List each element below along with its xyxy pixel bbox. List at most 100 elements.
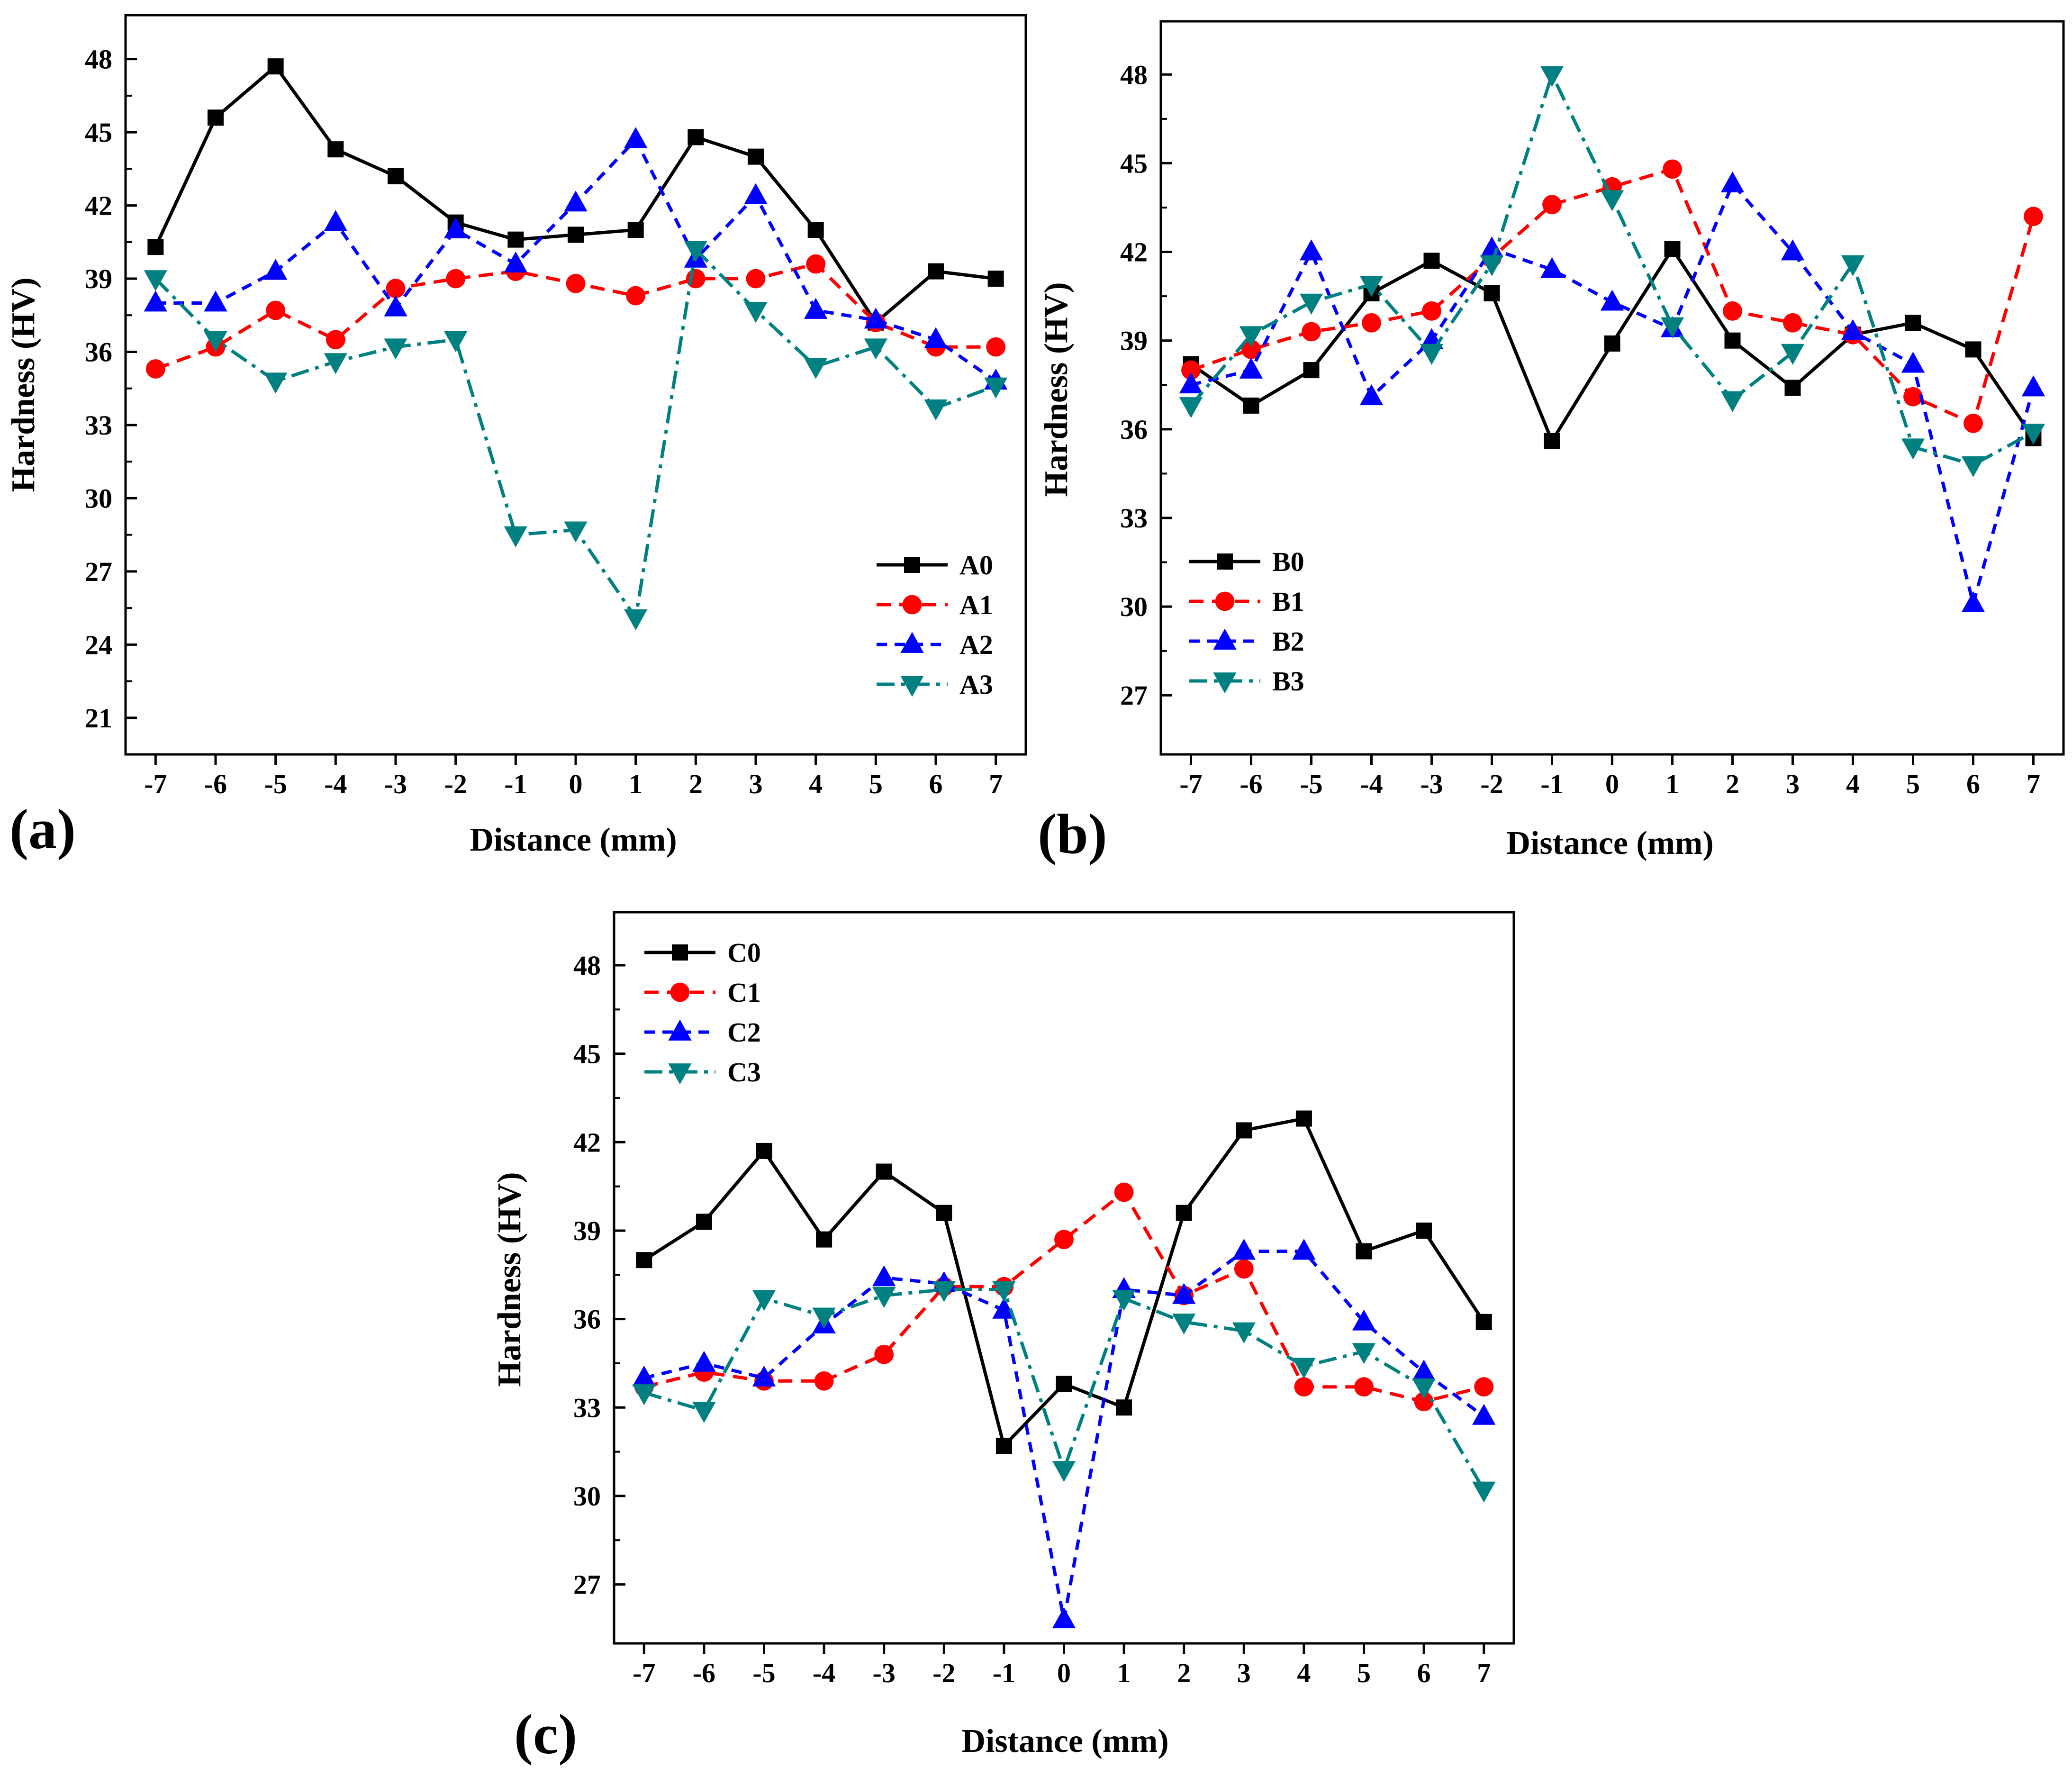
x-tick-label: 0 [569,769,583,799]
data-point-C3 [1052,1461,1076,1482]
data-point-B0 [1965,341,1982,358]
data-point-C2 [1292,1239,1316,1260]
data-point-A0 [928,263,944,280]
x-tick-label: -2 [444,769,467,799]
data-point-A1 [266,300,286,320]
x-tick-label: -3 [1420,769,1443,799]
data-point-C3 [992,1281,1016,1302]
data-point-B3 [1359,276,1384,297]
y-tick-label: 33 [573,1392,601,1423]
data-point-A2 [744,183,768,204]
data-point-A3 [804,358,828,379]
data-point-A2 [924,327,948,348]
data-point-C0 [756,1142,772,1159]
x-tick-label: 1 [629,769,642,799]
data-point-C0 [816,1231,832,1248]
legend: C0 C1 C2 C3 [644,937,761,1088]
data-point-A3 [924,399,948,421]
x-tick-label: -3 [384,769,407,799]
data-point-B2 [1299,239,1323,261]
data-point-A2 [624,127,648,148]
y-tick-label: 30 [85,483,112,514]
data-point-C2 [992,1297,1016,1319]
data-point-B1 [1963,413,1983,433]
legend-marker-C3 [668,1063,692,1085]
data-point-A1 [986,337,1006,357]
x-tick-label: 3 [749,769,763,799]
data-point-C1 [1414,1392,1434,1412]
x-axis-title: Distance (mm) [470,822,677,858]
x-tick-label: -5 [1300,769,1322,799]
data-point-B0 [1303,362,1320,379]
data-point-B1 [1302,322,1321,342]
data-point-B3 [1540,66,1564,87]
data-point-C3 [1112,1290,1136,1311]
x-tick-label: 5 [1906,769,1920,799]
data-point-C0 [1416,1222,1432,1239]
data-point-A0 [327,141,344,158]
x-tick-label: -4 [324,769,347,799]
data-point-A0 [507,231,524,248]
data-point-C0 [1116,1399,1132,1416]
legend-label-C2: C2 [727,1017,761,1048]
data-point-C3 [812,1307,836,1329]
series-C3 [632,1281,1496,1503]
y-tick-label: 21 [85,703,112,734]
data-point-C1 [874,1344,894,1364]
panel-label: (a) [9,798,76,861]
legend-marker-A1 [902,595,922,615]
series-B1 [1181,159,2043,433]
x-tick-label: 2 [689,769,703,799]
data-point-C3 [1292,1358,1316,1379]
data-point-A2 [444,217,468,238]
data-point-B2 [1961,591,1985,612]
data-point-A1 [806,254,826,274]
legend-marker-A3 [900,676,924,697]
data-point-C1 [1354,1377,1374,1397]
data-point-C2 [632,1365,656,1387]
y-axis-title: Hardness (HV) [5,277,42,492]
data-point-B3 [1781,344,1805,365]
legend-label-A0: A0 [959,550,993,580]
data-point-A2 [804,298,828,319]
data-point-A2 [144,290,167,312]
data-point-A0 [568,227,584,243]
x-axis-title: Distance (mm) [1506,825,1713,861]
data-point-C0 [1356,1243,1372,1260]
x-tick-label: 7 [1477,1658,1491,1688]
x-tick-label: -3 [873,1658,896,1688]
data-point-B1 [1663,159,1682,179]
data-point-B1 [1362,313,1381,333]
data-point-B2 [1239,357,1263,379]
data-point-C3 [1172,1313,1196,1335]
y-tick-label: 45 [573,1039,601,1070]
x-tick-label: 0 [1057,1658,1071,1688]
data-point-B1 [1542,195,1562,215]
data-point-B2 [1720,171,1745,192]
data-point-C3 [872,1287,896,1308]
data-point-A0 [807,222,824,238]
data-point-C0 [995,1438,1012,1454]
y-tick-label: 39 [573,1215,601,1246]
legend: A0 A1 A2 A3 [877,550,993,700]
y-tick-label: 24 [85,629,112,660]
data-point-B3 [1901,438,1925,460]
data-point-B3 [2021,424,2045,445]
y-tick-label: 42 [573,1127,601,1158]
data-point-A0 [147,239,164,255]
x-tick-label: -7 [1179,769,1202,799]
data-point-C0 [1475,1314,1492,1330]
series-line-C3 [643,1287,1485,1491]
data-point-C3 [692,1402,716,1423]
legend-label-C1: C1 [727,977,761,1008]
data-point-A2 [204,290,227,312]
x-tick-label: -7 [144,769,167,799]
data-point-C0 [1176,1205,1192,1221]
data-point-B0 [1544,433,1560,449]
data-point-B0 [1905,315,1921,331]
data-point-A0 [627,222,644,238]
data-point-B0 [1784,380,1801,396]
data-point-C3 [1472,1481,1496,1503]
